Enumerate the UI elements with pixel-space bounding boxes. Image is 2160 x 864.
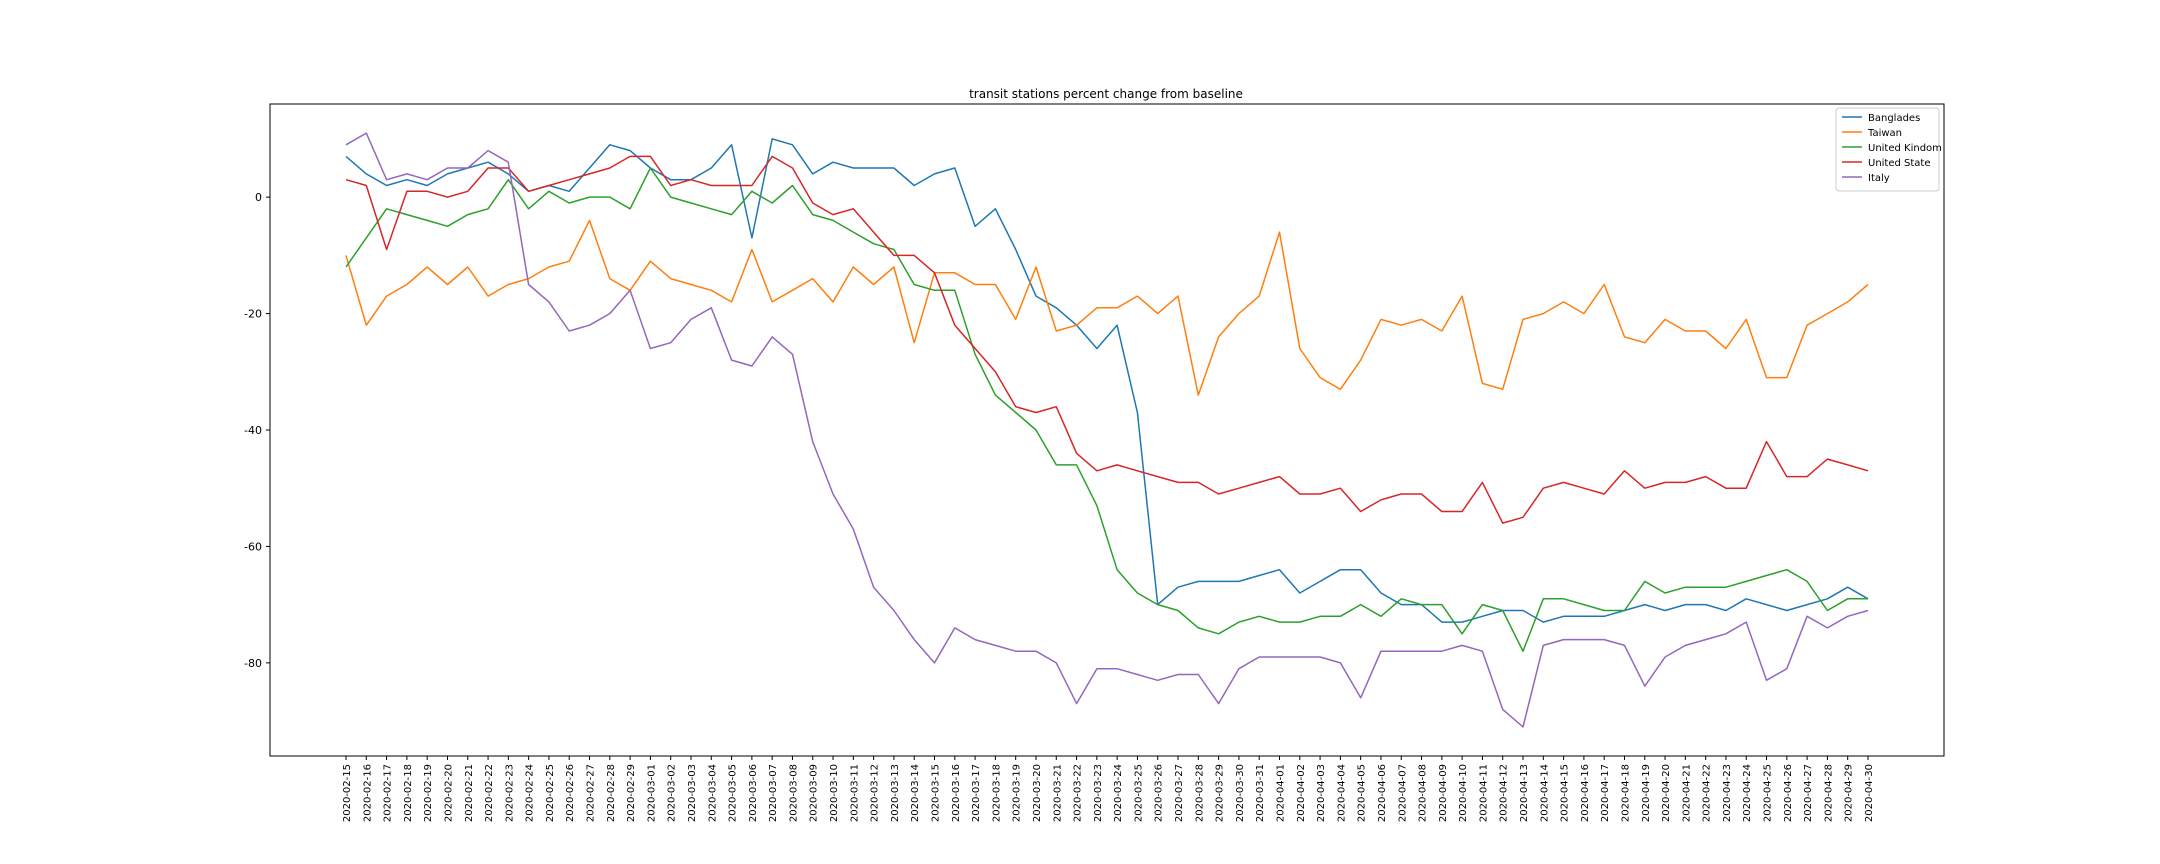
x-tick-label: 2020-04-02 [1296, 764, 1307, 822]
plot-lines [345, 132, 1869, 728]
x-tick-label: 2020-04-26 [1783, 764, 1794, 822]
x-tick-label: 2020-04-17 [1600, 764, 1611, 822]
x-tick-label: 2020-04-13 [1519, 764, 1530, 822]
x-tick-label: 2020-02-20 [443, 764, 454, 822]
x-tick-label: 2020-03-04 [707, 764, 718, 822]
series-line-3 [345, 155, 1869, 524]
x-tick-label: 2020-03-07 [768, 764, 779, 822]
x-tick-label: 2020-04-01 [1275, 764, 1286, 822]
x-tick-label: 2020-04-27 [1803, 764, 1814, 822]
y-tick-label: -40 [244, 424, 262, 437]
y-tick-label: -20 [244, 308, 262, 321]
x-tick-label: 2020-03-11 [849, 764, 860, 822]
x-tick-label: 2020-04-14 [1539, 764, 1550, 822]
x-tick-label: 2020-03-05 [728, 764, 739, 822]
legend: Banglades Taiwan United Kindom United State… [1835, 107, 1942, 192]
x-tick-label: 2020-03-19 [1012, 764, 1023, 822]
x-tick-label: 2020-02-29 [626, 764, 637, 822]
x-tick-label: 2020-04-22 [1702, 764, 1713, 822]
x-tick-label: 2020-02-17 [383, 764, 394, 822]
x-tick-label: 2020-04-28 [1823, 764, 1834, 822]
x-tick-label: 2020-03-15 [931, 764, 942, 822]
x-tick-label: 2020-04-09 [1438, 764, 1449, 822]
x-tick-label: 2020-03-17 [971, 764, 982, 822]
x-tick-label: 2020-02-26 [565, 764, 576, 822]
x-tick-label: 2020-04-23 [1722, 764, 1733, 822]
x-tick-label: 2020-04-03 [1316, 764, 1327, 822]
legend-label: Italy [1868, 173, 1890, 184]
x-tick-label: 2020-03-13 [890, 764, 901, 822]
x-tick-label: 2020-03-25 [1133, 764, 1144, 822]
y-tick-label: 0 [255, 191, 262, 204]
x-tick-label: 2020-03-21 [1052, 764, 1063, 822]
x-tick-label: 2020-03-28 [1194, 764, 1205, 822]
x-tick-label: 2020-03-06 [748, 764, 759, 822]
x-tick-label: 2020-04-05 [1357, 764, 1368, 822]
x-tick-label: 2020-03-31 [1255, 764, 1266, 822]
x-tick-label: 2020-03-22 [1073, 764, 1084, 822]
x-tick-label: 2020-04-15 [1560, 764, 1571, 822]
x-tick-label: 2020-03-27 [1174, 764, 1185, 822]
x-tick-label: 2020-04-25 [1763, 764, 1774, 822]
x-tick-label: 2020-03-12 [870, 764, 881, 822]
x-tick-label: 2020-02-19 [423, 764, 434, 822]
x-tick-label: 2020-03-26 [1154, 764, 1165, 822]
x-tick-label: 2020-02-22 [484, 764, 495, 822]
series-line-4 [345, 132, 1869, 728]
x-tick-label: 2020-03-14 [910, 764, 921, 822]
x-tick-label: 2020-03-20 [1032, 764, 1043, 822]
x-tick-label: 2020-04-18 [1620, 764, 1631, 822]
legend-box [1835, 107, 1940, 192]
x-tick-label: 2020-04-19 [1641, 764, 1652, 822]
y-tick-label: -60 [244, 540, 262, 553]
x-tick-label: 2020-03-02 [667, 764, 678, 822]
x-tick-label: 2020-04-10 [1458, 764, 1469, 822]
x-tick-label: 2020-02-25 [545, 764, 556, 822]
x-tick-label: 2020-02-21 [464, 764, 475, 822]
x-tick-label: 2020-03-18 [991, 764, 1002, 822]
x-tick-label: 2020-04-11 [1478, 764, 1489, 822]
x-tick-label: 2020-03-29 [1215, 764, 1226, 822]
x-tick-label: 2020-02-28 [606, 764, 617, 822]
x-tick-label: 2020-04-08 [1418, 764, 1429, 822]
x-tick-label: 2020-04-04 [1336, 764, 1347, 822]
x-tick-label: 2020-04-16 [1580, 764, 1591, 822]
x-tick-label: 2020-03-03 [687, 764, 698, 822]
x-tick-label: 2020-04-30 [1864, 764, 1875, 822]
y-axis: 0 -20 -40 -60 -80 [244, 191, 270, 670]
x-tick-label: 2020-03-01 [646, 764, 657, 822]
x-tick-label: 2020-04-24 [1742, 764, 1753, 822]
x-tick-label: 2020-02-24 [525, 764, 536, 822]
x-tick-label: 2020-04-20 [1661, 764, 1672, 822]
x-tick-label: 2020-02-16 [362, 764, 373, 822]
x-tick-label: 2020-04-07 [1397, 764, 1408, 822]
x-tick-label: 2020-03-08 [788, 764, 799, 822]
legend-label: Banglades [1868, 113, 1920, 124]
x-tick-label: 2020-03-09 [809, 764, 820, 822]
x-tick-label: 2020-03-23 [1093, 764, 1104, 822]
series-line-1 [345, 219, 1869, 396]
x-tick-label: 2020-02-27 [586, 764, 597, 822]
x-tick-label: 2020-04-06 [1377, 764, 1388, 822]
x-tick-label: 2020-03-24 [1113, 764, 1124, 822]
x-tick-label: 2020-04-21 [1681, 764, 1692, 822]
x-tick-label: 2020-04-29 [1844, 764, 1855, 822]
legend-label: United Kindom [1868, 143, 1942, 154]
series-line-2 [345, 167, 1868, 652]
series-line-0 [345, 138, 1869, 623]
x-axis: 2020-02-15 2020-02-16 2020-02-17 2020-02-18… [342, 756, 1875, 822]
x-tick-label: 2020-02-18 [403, 764, 414, 822]
y-tick-label: -80 [244, 657, 262, 670]
x-tick-label: 2020-02-15 [342, 764, 353, 822]
x-tick-label: 2020-02-23 [504, 764, 515, 822]
x-tick-label: 2020-03-10 [829, 764, 840, 822]
x-tick-label: 2020-03-30 [1235, 764, 1246, 822]
chart-title: transit stations percent change from bas… [969, 87, 1243, 101]
x-tick-label: 2020-03-16 [951, 764, 962, 822]
x-tick-label: 2020-04-12 [1499, 764, 1510, 822]
legend-label: United State [1868, 158, 1931, 169]
legend-label: Taiwan [1867, 128, 1902, 139]
